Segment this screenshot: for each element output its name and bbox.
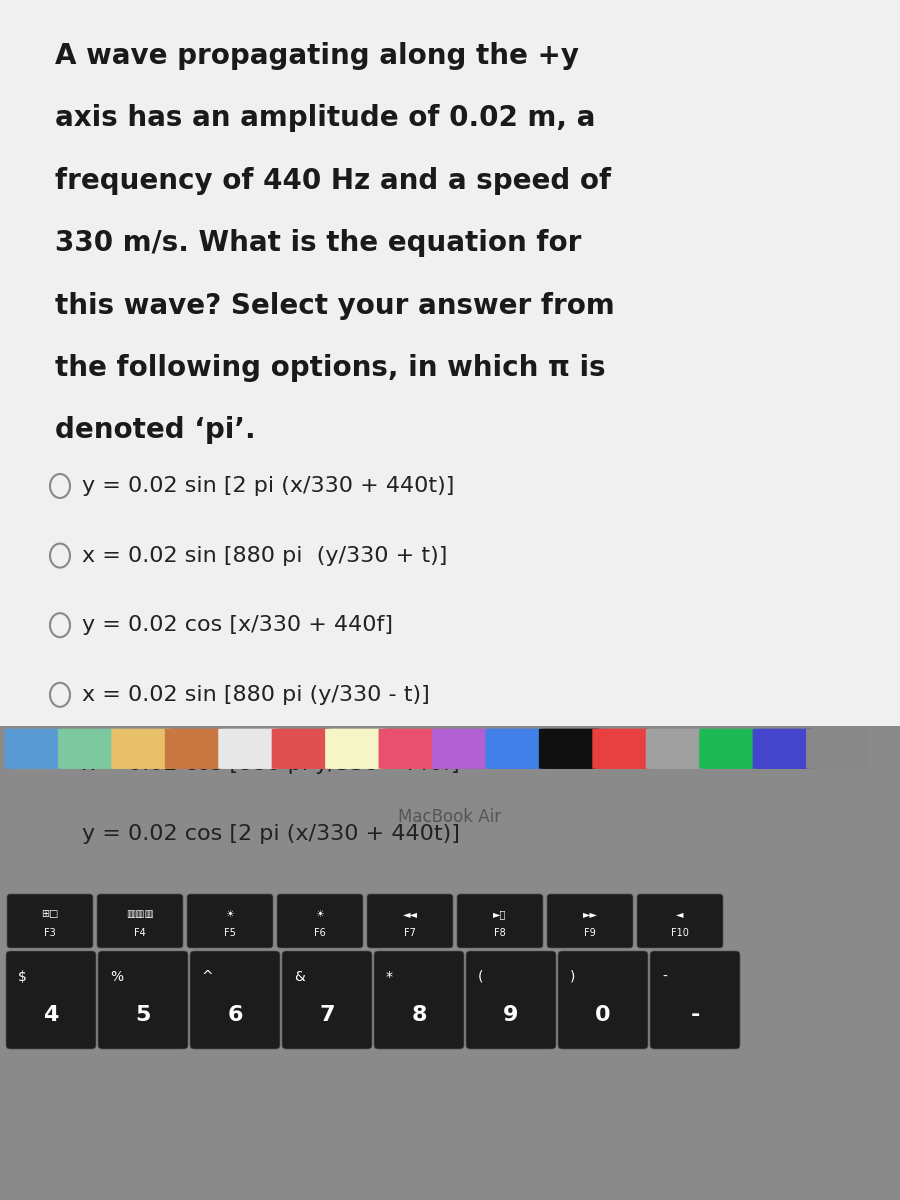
Text: 330 m/s. What is the equation for: 330 m/s. What is the equation for: [55, 229, 581, 257]
FancyBboxPatch shape: [539, 728, 601, 769]
Text: $: $: [18, 970, 27, 984]
Text: A wave propagating along the +y: A wave propagating along the +y: [55, 42, 579, 70]
Text: ⊞□: ⊞□: [41, 908, 58, 919]
Text: 5: 5: [135, 1006, 150, 1025]
FancyBboxPatch shape: [432, 728, 494, 769]
FancyBboxPatch shape: [277, 894, 363, 948]
FancyBboxPatch shape: [4, 728, 67, 769]
Text: this wave? Select your answer from: this wave? Select your answer from: [55, 292, 615, 319]
Text: F10: F10: [671, 928, 688, 938]
FancyBboxPatch shape: [457, 894, 543, 948]
Text: 0: 0: [595, 1006, 611, 1025]
FancyBboxPatch shape: [165, 728, 227, 769]
FancyBboxPatch shape: [325, 728, 388, 769]
FancyBboxPatch shape: [592, 728, 654, 769]
FancyBboxPatch shape: [645, 728, 708, 769]
Text: *: *: [386, 970, 393, 984]
FancyBboxPatch shape: [466, 950, 556, 1049]
Text: (: (: [478, 970, 483, 984]
Text: %: %: [110, 970, 123, 984]
Text: ^: ^: [202, 970, 213, 984]
Text: x = 0.02 sin [880 pi (y/330 - t)]: x = 0.02 sin [880 pi (y/330 - t)]: [82, 685, 430, 704]
Text: F8: F8: [494, 928, 506, 938]
FancyBboxPatch shape: [367, 894, 453, 948]
FancyBboxPatch shape: [218, 728, 281, 769]
Text: F6: F6: [314, 928, 326, 938]
Text: x = 0.02 cos [880 pi y/330 - 440f]: x = 0.02 cos [880 pi y/330 - 440f]: [82, 755, 460, 774]
Text: F7: F7: [404, 928, 416, 938]
Text: y = 0.02 cos [x/330 + 440f]: y = 0.02 cos [x/330 + 440f]: [82, 616, 393, 635]
FancyBboxPatch shape: [547, 894, 633, 948]
Text: y = 0.02 sin [2 pi (x/330 + 440t)]: y = 0.02 sin [2 pi (x/330 + 440t)]: [82, 476, 454, 496]
Text: axis has an amplitude of 0.02 m, a: axis has an amplitude of 0.02 m, a: [55, 104, 596, 132]
Text: F4: F4: [134, 928, 146, 938]
Text: F9: F9: [584, 928, 596, 938]
Text: ◄: ◄: [676, 908, 684, 919]
Text: -: -: [690, 1006, 699, 1025]
Text: denoted ‘pi’.: denoted ‘pi’.: [55, 416, 256, 444]
Text: ►►: ►►: [582, 908, 598, 919]
Text: ◄◄: ◄◄: [402, 908, 418, 919]
FancyBboxPatch shape: [97, 894, 183, 948]
Text: x = 0.02 sin [880 pi  (y/330 + t)]: x = 0.02 sin [880 pi (y/330 + t)]: [82, 546, 447, 565]
FancyBboxPatch shape: [187, 894, 273, 948]
Text: ►⏸: ►⏸: [493, 908, 507, 919]
FancyBboxPatch shape: [272, 728, 334, 769]
FancyBboxPatch shape: [806, 728, 868, 769]
FancyBboxPatch shape: [190, 950, 280, 1049]
FancyBboxPatch shape: [558, 950, 648, 1049]
FancyBboxPatch shape: [98, 950, 188, 1049]
Text: 4: 4: [43, 1006, 58, 1025]
FancyBboxPatch shape: [699, 728, 761, 769]
Text: ☀: ☀: [226, 908, 234, 919]
FancyBboxPatch shape: [637, 894, 723, 948]
FancyBboxPatch shape: [379, 728, 441, 769]
Text: &: &: [294, 970, 305, 984]
FancyBboxPatch shape: [282, 950, 372, 1049]
Text: 9: 9: [503, 1006, 518, 1025]
FancyBboxPatch shape: [485, 728, 548, 769]
Text: the following options, in which π is: the following options, in which π is: [55, 354, 606, 382]
Text: 8: 8: [411, 1006, 427, 1025]
FancyBboxPatch shape: [752, 728, 815, 769]
FancyBboxPatch shape: [112, 728, 174, 769]
Text: ): ): [570, 970, 575, 984]
Text: MacBook Air: MacBook Air: [399, 808, 501, 826]
FancyBboxPatch shape: [650, 950, 740, 1049]
Text: F5: F5: [224, 928, 236, 938]
Text: 7: 7: [320, 1006, 335, 1025]
Text: F3: F3: [44, 928, 56, 938]
FancyBboxPatch shape: [58, 728, 121, 769]
FancyBboxPatch shape: [6, 950, 96, 1049]
FancyBboxPatch shape: [374, 950, 464, 1049]
Text: ☀: ☀: [316, 908, 324, 919]
FancyBboxPatch shape: [7, 894, 93, 948]
Text: ▥▥▥: ▥▥▥: [126, 908, 154, 919]
Text: 6: 6: [227, 1006, 243, 1025]
Text: -: -: [662, 970, 667, 984]
Text: frequency of 440 Hz and a speed of: frequency of 440 Hz and a speed of: [55, 167, 611, 194]
Text: y = 0.02 cos [2 pi (x/330 + 440t)]: y = 0.02 cos [2 pi (x/330 + 440t)]: [82, 824, 460, 844]
